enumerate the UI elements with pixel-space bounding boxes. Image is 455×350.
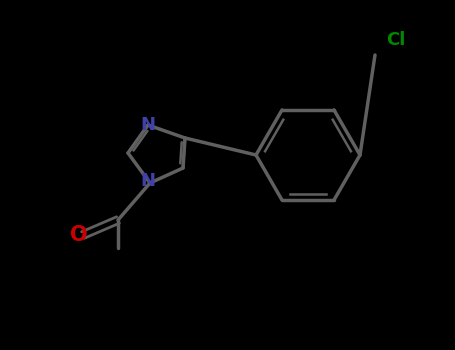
Text: O: O	[70, 225, 88, 245]
Text: N: N	[141, 172, 156, 190]
Text: Cl: Cl	[386, 31, 406, 49]
Text: N: N	[141, 116, 156, 134]
